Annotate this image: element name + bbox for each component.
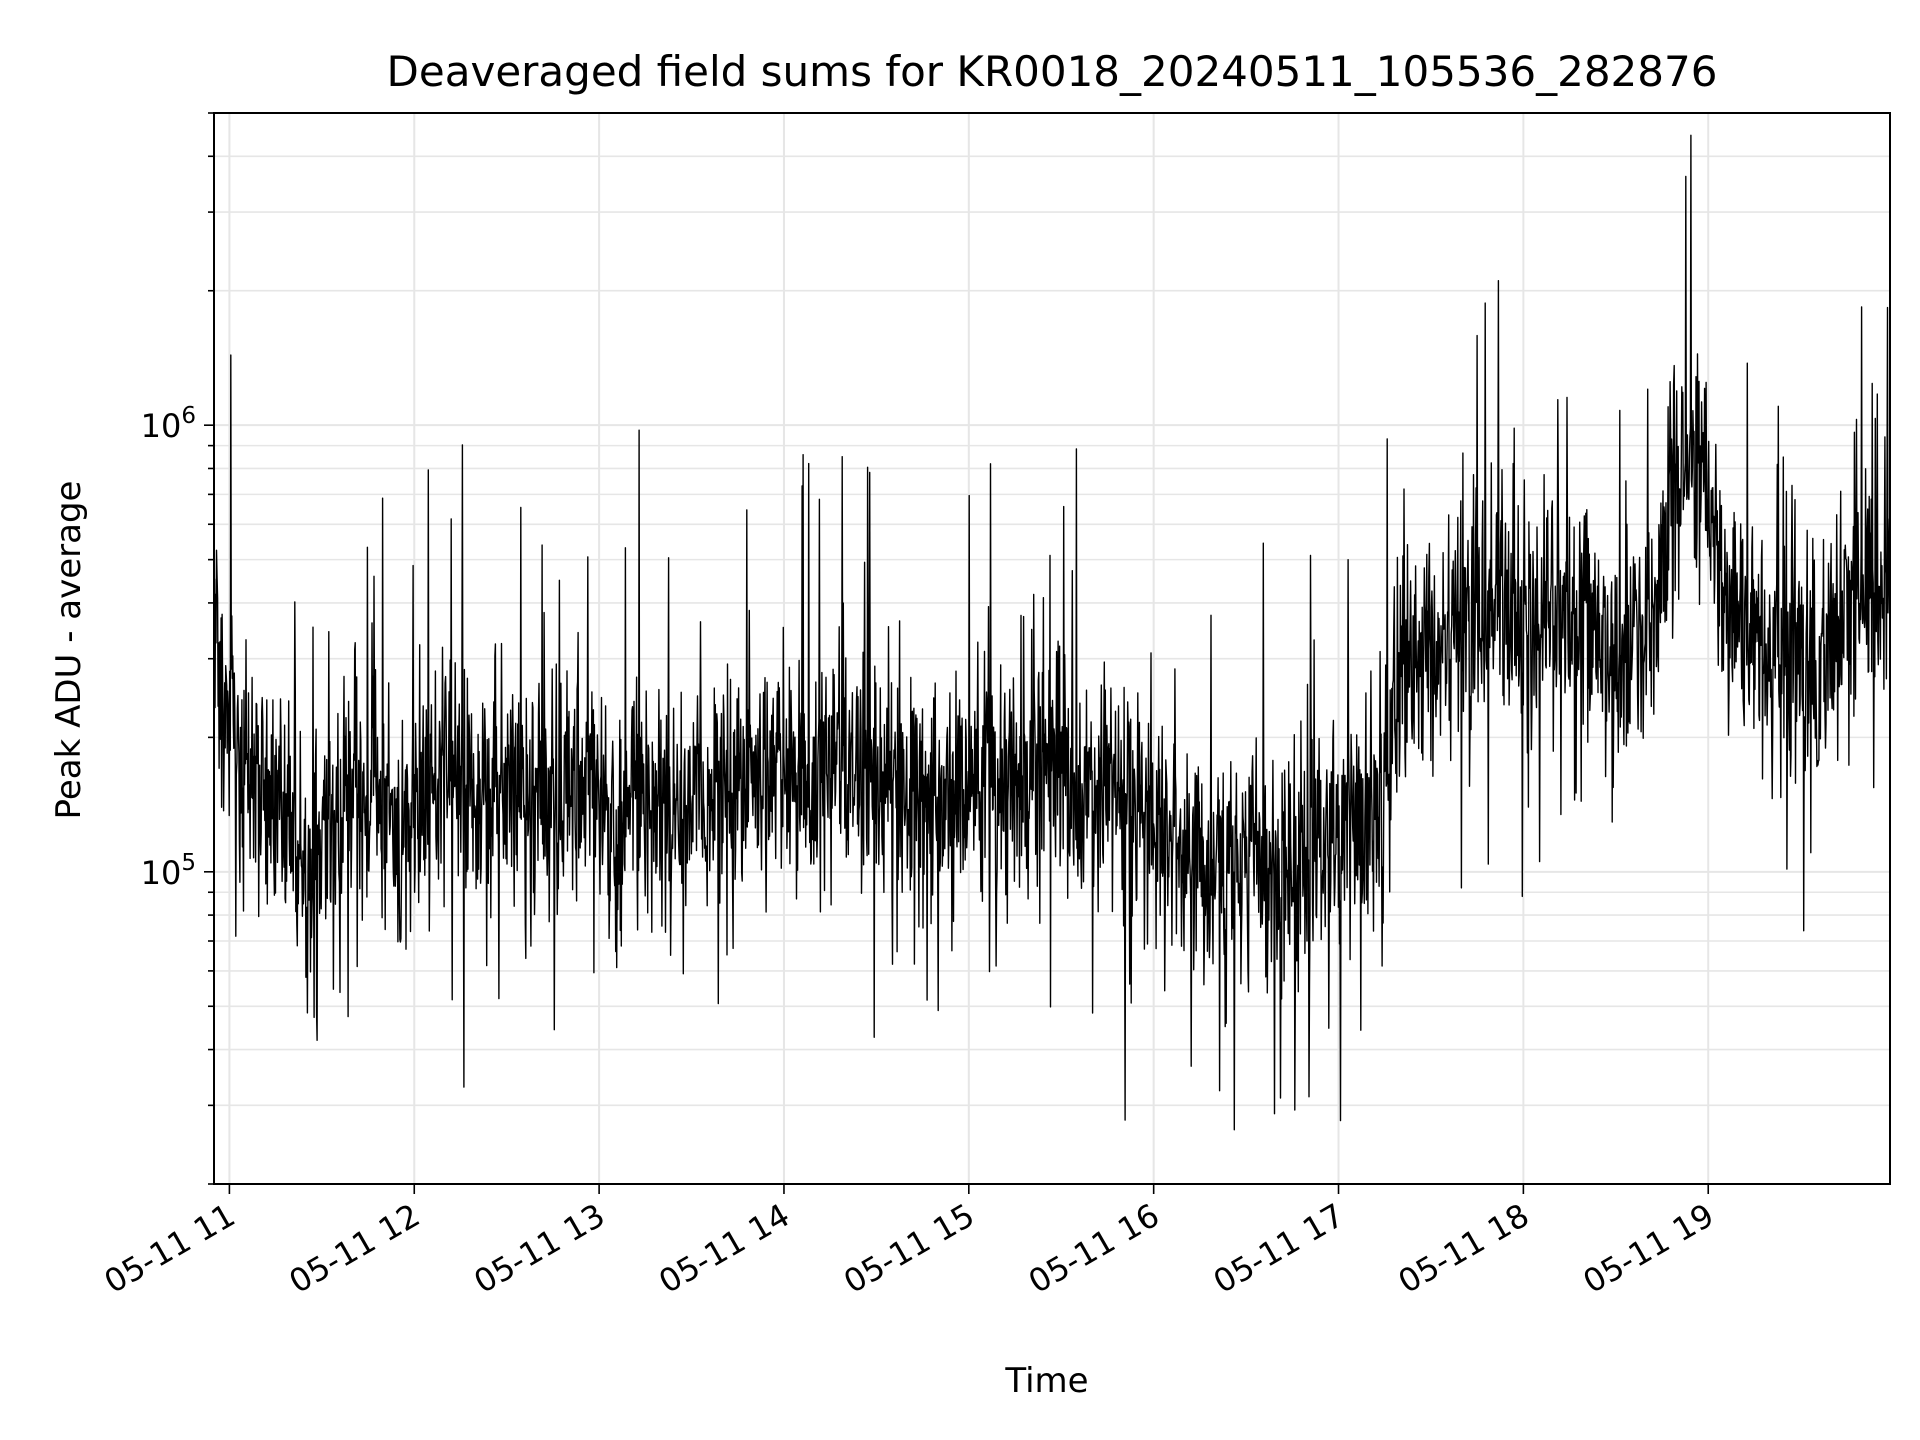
x-tick-label: 05-11 17 [1207,1196,1351,1301]
x-tick-label: 05-11 11 [98,1196,242,1301]
x-tick-label: 05-11 15 [837,1196,981,1301]
series-line-group [213,134,1891,1131]
x-axis: 05-11 11 05-11 12 05-11 13 05-11 14 05-11 15… [98,1184,1720,1301]
x-tick-label: 05-11 19 [1577,1196,1721,1301]
plot-frame [213,112,1891,1185]
x-axis-title: Time [1004,1361,1088,1401]
grid-lines [214,112,1890,1185]
x-tick-label: 05-11 16 [1022,1196,1166,1301]
y-tick-label: 106 [141,403,196,445]
x-tick-label: 05-11 12 [283,1196,427,1301]
x-tick-label: 05-11 14 [652,1196,796,1301]
x-tick-label: 05-11 13 [468,1196,612,1301]
y-axis: 105 106 [141,112,214,1185]
chart-title: Deaveraged field sums for KR0018_2024051… [387,47,1718,96]
y-tick-label: 105 [141,850,196,892]
series-line [213,134,1891,1131]
y-axis-title: Peak ADU - average [49,481,89,820]
x-tick-label: 05-11 18 [1392,1196,1536,1301]
